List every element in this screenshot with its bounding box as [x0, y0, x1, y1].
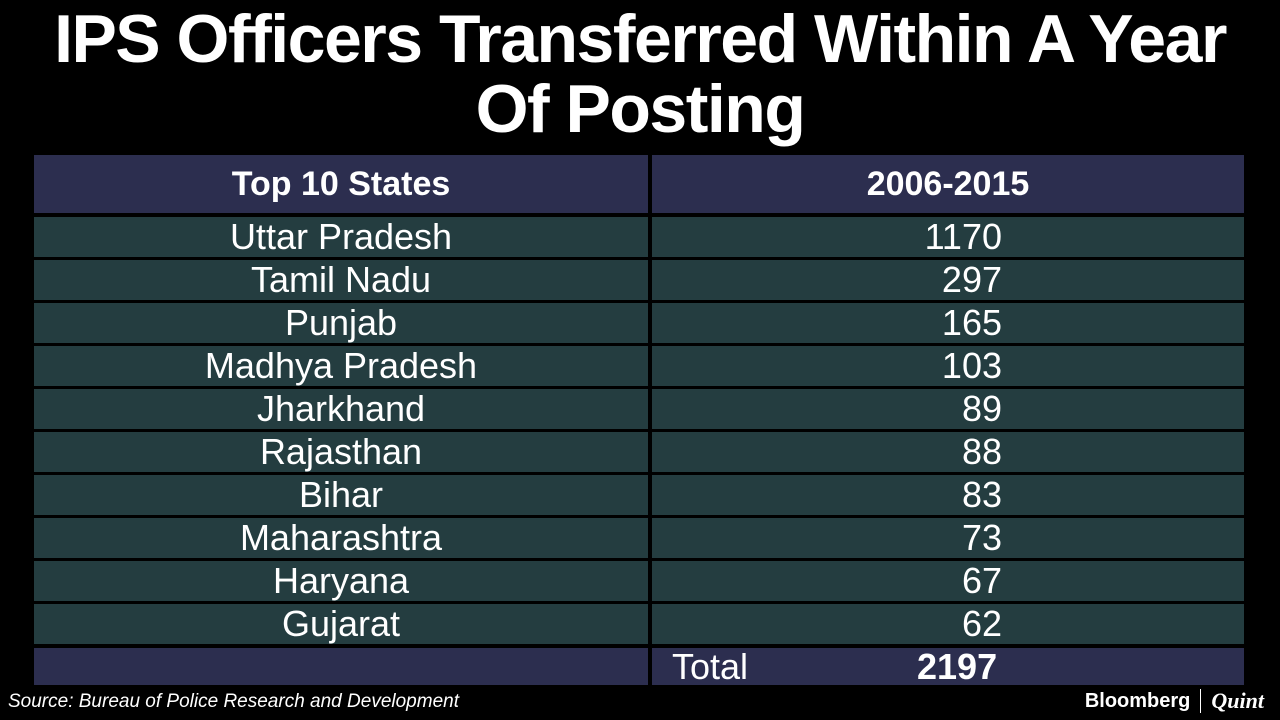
table-row: Bihar 83: [34, 474, 1244, 515]
table-row: Gujarat 62: [34, 603, 1244, 644]
brand-name-quint: Quint: [1211, 688, 1264, 713]
table-row: Punjab 165: [34, 302, 1244, 343]
source-note: Source: Bureau of Police Research and De…: [8, 691, 459, 712]
state-cell: Bihar: [34, 474, 648, 515]
table-row: Tamil Nadu 297: [34, 259, 1244, 300]
brand-logo: Bloomberg Quint: [1085, 688, 1264, 714]
header-cell-period: 2006-2015: [652, 155, 1244, 213]
table-row: Jharkhand 89: [34, 388, 1244, 429]
total-label: Total: [672, 645, 749, 687]
state-cell: Jharkhand: [34, 388, 648, 429]
state-cell: Tamil Nadu: [34, 259, 648, 300]
chart-title: IPS Officers Transferred Within A Year O…: [54, 1, 1227, 147]
table-row: Haryana 67: [34, 560, 1244, 601]
value-cell: 165: [652, 302, 1244, 343]
state-cell: Haryana: [34, 560, 648, 601]
value-cell: 67: [652, 560, 1244, 601]
state-cell: Punjab: [34, 302, 648, 343]
table-row: Uttar Pradesh 1170: [34, 216, 1244, 257]
table-row: Madhya Pradesh 103: [34, 345, 1244, 386]
data-table: Top 10 States 2006-2015 Uttar Pradesh 117…: [34, 155, 1244, 687]
value-cell: 1170: [652, 216, 1244, 257]
table-row: Rajasthan 88: [34, 431, 1244, 472]
state-cell: Rajasthan: [34, 431, 648, 472]
header-cell-state: Top 10 States: [34, 155, 648, 213]
state-cell: Maharashtra: [34, 517, 648, 558]
table-header-row: Top 10 States 2006-2015: [34, 155, 1244, 213]
value-cell: 103: [652, 345, 1244, 386]
table-total-row: Total 2197: [34, 645, 1244, 687]
brand-divider: [1200, 689, 1202, 713]
value-cell: 297: [652, 259, 1244, 300]
value-cell: 89: [652, 388, 1244, 429]
brand-name-bloomberg: Bloomberg: [1084, 689, 1191, 712]
state-cell: Gujarat: [34, 603, 648, 644]
table-row: Maharashtra 73: [34, 517, 1244, 558]
total-row-empty-cell: [34, 648, 648, 685]
value-cell: 62: [652, 603, 1244, 644]
total-value: 2197: [917, 645, 998, 687]
total-row-cell: Total 2197: [652, 645, 1244, 687]
state-cell: Uttar Pradesh: [34, 216, 648, 257]
state-cell: Madhya Pradesh: [34, 345, 648, 386]
value-cell: 83: [652, 474, 1244, 515]
value-cell: 88: [652, 431, 1244, 472]
value-cell: 73: [652, 517, 1244, 558]
